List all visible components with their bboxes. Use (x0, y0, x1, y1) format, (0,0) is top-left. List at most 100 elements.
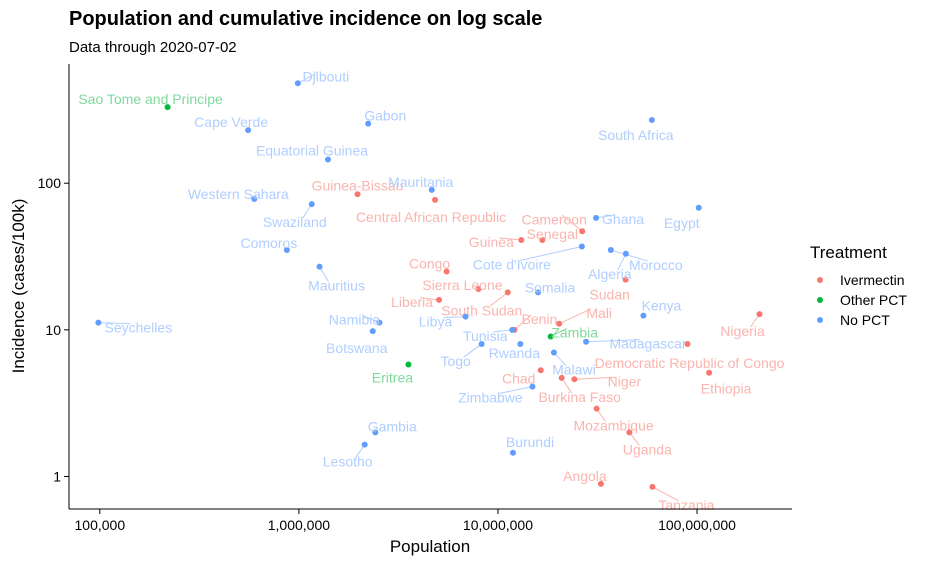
point-label: Egypt (664, 215, 700, 231)
point-label: Western Sahara (188, 186, 289, 202)
point-label: Gabon (364, 108, 406, 124)
label-leader-line (586, 339, 641, 343)
data-point (579, 228, 586, 235)
data-point (706, 369, 713, 376)
data-point (593, 214, 600, 221)
data-point (695, 204, 702, 211)
data-point (462, 313, 469, 320)
point-label: Gambia (368, 418, 417, 434)
point-label: Mauritania (388, 174, 454, 190)
data-point (571, 376, 578, 383)
point-label: Togo (440, 353, 471, 369)
point-label: Uganda (623, 441, 672, 457)
point-label: Central African Republic (356, 209, 506, 225)
point-label: Mozambique (574, 418, 654, 434)
x-axis-title: Population (390, 537, 470, 556)
label-leader-line (652, 486, 679, 502)
data-point (283, 247, 290, 254)
point-label: Sao Tome and Principe (78, 91, 223, 107)
label-leader-line (610, 249, 648, 262)
data-point (354, 191, 361, 198)
legend-key (817, 317, 823, 323)
chart-subtitle: Data through 2020-07-02 (69, 39, 237, 56)
point-label: Seychelles (105, 320, 173, 336)
y-axis-title: Incidence (cases/100k) (9, 199, 28, 374)
point-label: Congo (409, 255, 450, 271)
point-label: Democratic Republic of Congo (595, 355, 785, 371)
data-point (593, 405, 600, 412)
point-label: Tanzania (658, 497, 714, 513)
label-leader-line (297, 71, 319, 84)
data-point (316, 263, 323, 270)
legend-label: Ivermectin (840, 272, 905, 288)
data-point (558, 374, 565, 381)
y-axis: 1 10 100 (38, 64, 70, 509)
data-point (294, 80, 301, 87)
point-label: Chad (502, 370, 535, 386)
data-point (578, 243, 585, 250)
y-tick-label: 10 (45, 322, 61, 338)
data-point (405, 361, 412, 368)
label-leader-line (561, 377, 573, 394)
label-leader-line (519, 246, 582, 262)
point-label: Niger (608, 373, 642, 389)
label-leader-line (561, 214, 583, 232)
label-leader-line (463, 343, 482, 358)
point-label: Burkina Faso (538, 389, 621, 405)
point-label: Libya (419, 314, 453, 330)
data-point (361, 441, 368, 448)
label-leader-line (420, 297, 440, 301)
data-point (95, 319, 102, 326)
x-tick-label: 100,000,000 (658, 517, 736, 533)
x-axis: 100,000 1,000,000 10,000,000 100,000,000 (69, 508, 792, 533)
point-label: Morocco (629, 257, 683, 273)
data-point (369, 328, 376, 335)
data-point (622, 276, 629, 283)
point-label: Botswana (326, 340, 388, 356)
data-point (432, 196, 439, 203)
point-label: Rwanda (489, 345, 541, 361)
label-leader-line (493, 329, 513, 333)
point-label: Sierra Leone (422, 277, 502, 293)
x-tick-label: 10,000,000 (463, 517, 533, 533)
data-point (537, 367, 544, 374)
point-label: Tunisia (463, 328, 508, 344)
data-point (607, 247, 614, 254)
label-leader-line (574, 376, 617, 380)
point-label: Ghana (602, 211, 644, 227)
point-label: Cameroon (522, 211, 587, 227)
data-point (648, 116, 655, 123)
data-point (376, 319, 383, 326)
label-leader-line (595, 214, 616, 219)
point-label: Mauritius (308, 278, 365, 294)
point-label: Equatorial Guinea (256, 143, 368, 159)
y-tick-label: 1 (53, 468, 61, 484)
point-label: Mali (586, 305, 612, 321)
data-point (583, 338, 590, 345)
point-label: South Sudan (441, 302, 522, 318)
data-point (756, 311, 763, 318)
x-tick-label: 100,000 (75, 517, 126, 533)
data-point (245, 127, 252, 134)
data-point (535, 289, 542, 296)
data-point (324, 156, 331, 163)
data-point (626, 429, 633, 436)
data-point (649, 483, 656, 490)
legend-label: No PCT (840, 312, 890, 328)
data-point (684, 341, 691, 348)
data-point (372, 429, 379, 436)
point-label: Somalia (525, 279, 576, 295)
legend-title: Treatment (810, 243, 887, 262)
point-label: Cote d'Ivoire (473, 257, 551, 273)
point-label: Eritrea (372, 370, 413, 386)
data-point (597, 480, 604, 487)
data-point (509, 449, 516, 456)
data-point (164, 104, 171, 111)
data-point (504, 289, 511, 296)
point-label: South Africa (598, 127, 674, 143)
data-point (517, 341, 524, 348)
label-leader-line (362, 315, 380, 324)
chart-title: Population and cumulative incidence on l… (69, 8, 542, 30)
label-leader-line (499, 237, 522, 241)
